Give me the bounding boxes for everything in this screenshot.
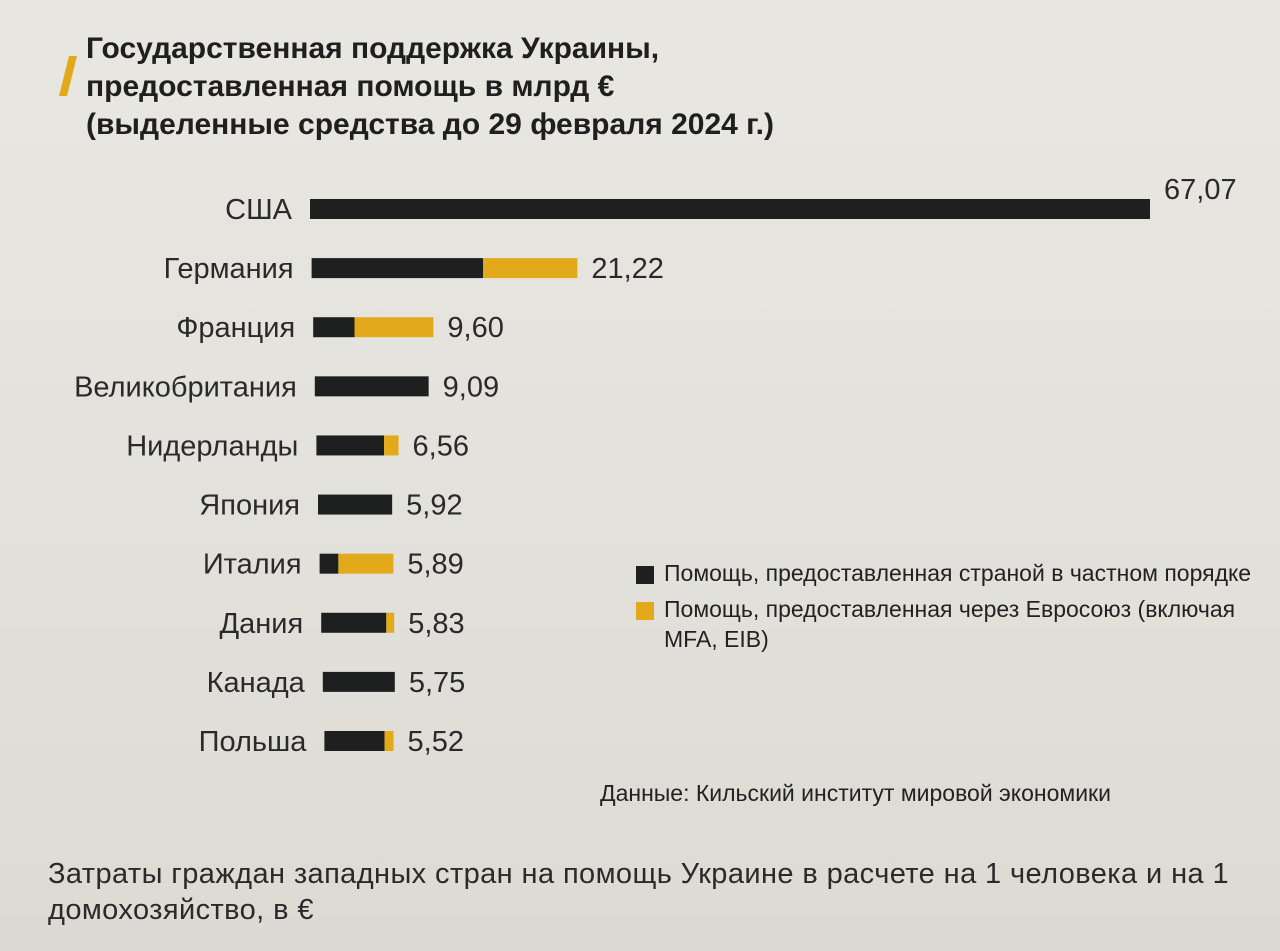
bar-chart: США 67,07 Германия 21,22 Франция 9,60 Великобр… xyxy=(74,174,1237,758)
bar-segment-eu xyxy=(338,553,394,574)
bar-segment-eu xyxy=(386,612,395,633)
page-caption: Затраты граждан западных стран на помощь… xyxy=(48,858,1229,926)
legend-label-eu: Помощь, предоставленная через Евросоюз (… xyxy=(664,596,1236,652)
bar-segment-private xyxy=(314,376,429,397)
value-label: 5,83 xyxy=(408,608,464,640)
value-label: 6,56 xyxy=(413,430,469,462)
category-label: Германия xyxy=(164,253,294,285)
value-label: 21,22 xyxy=(591,253,664,285)
category-label: Польша xyxy=(199,726,308,758)
chart-title: Государственная поддержка Украины, предо… xyxy=(86,30,806,144)
value-label: 5,52 xyxy=(408,726,464,758)
value-label: 9,60 xyxy=(447,312,503,344)
bar-segment-private xyxy=(316,435,385,456)
category-label: США xyxy=(225,194,293,226)
chart-legend: Помощь, предоставленная страной в частно… xyxy=(636,558,1256,660)
bar-segment-eu xyxy=(354,317,434,338)
category-label: Франция xyxy=(176,312,295,344)
legend-item-private: Помощь, предоставленная страной в частно… xyxy=(636,558,1256,588)
legend-swatch-private xyxy=(636,566,654,584)
bar-segment-eu xyxy=(384,435,399,456)
bar-segment-eu xyxy=(384,731,394,751)
category-label: Италия xyxy=(203,549,302,581)
category-label: Япония xyxy=(199,490,300,522)
bar-segment-private xyxy=(310,199,1150,219)
value-label: 9,09 xyxy=(443,371,499,403)
category-label: Канада xyxy=(207,667,306,699)
category-label: Нидерланды xyxy=(126,430,298,462)
value-label: 5,75 xyxy=(409,667,465,699)
chart-title-line-3: (выделенные средства до 29 февраля 2024 … xyxy=(86,108,774,141)
bar-segment-private xyxy=(319,553,339,574)
chart-title-line-2: предоставленная помощь в млрд € xyxy=(86,70,615,103)
legend-label-private: Помощь, предоставленная страной в частно… xyxy=(664,560,1252,586)
category-label: Дания xyxy=(220,608,304,640)
value-label: 5,89 xyxy=(407,549,463,581)
bar-segment-private xyxy=(324,731,385,751)
value-label: 5,92 xyxy=(406,490,462,522)
bar-segment-private xyxy=(322,671,395,692)
bar-segment-private xyxy=(311,258,484,279)
legend-swatch-eu xyxy=(636,602,654,620)
bar-segment-private xyxy=(318,494,393,515)
data-source: Данные: Кильский институт мировой эконом… xyxy=(600,780,1111,806)
legend-item-eu: Помощь, предоставленная через Евросоюз (… xyxy=(636,594,1256,654)
bar-segment-private xyxy=(321,612,387,633)
category-label: Великобритания xyxy=(74,371,297,403)
bar-segment-private xyxy=(313,317,355,338)
chart-title-line-1: Государственная поддержка Украины, xyxy=(86,32,660,65)
bar-segment-eu xyxy=(483,258,578,279)
value-label: 67,07 xyxy=(1164,174,1237,206)
